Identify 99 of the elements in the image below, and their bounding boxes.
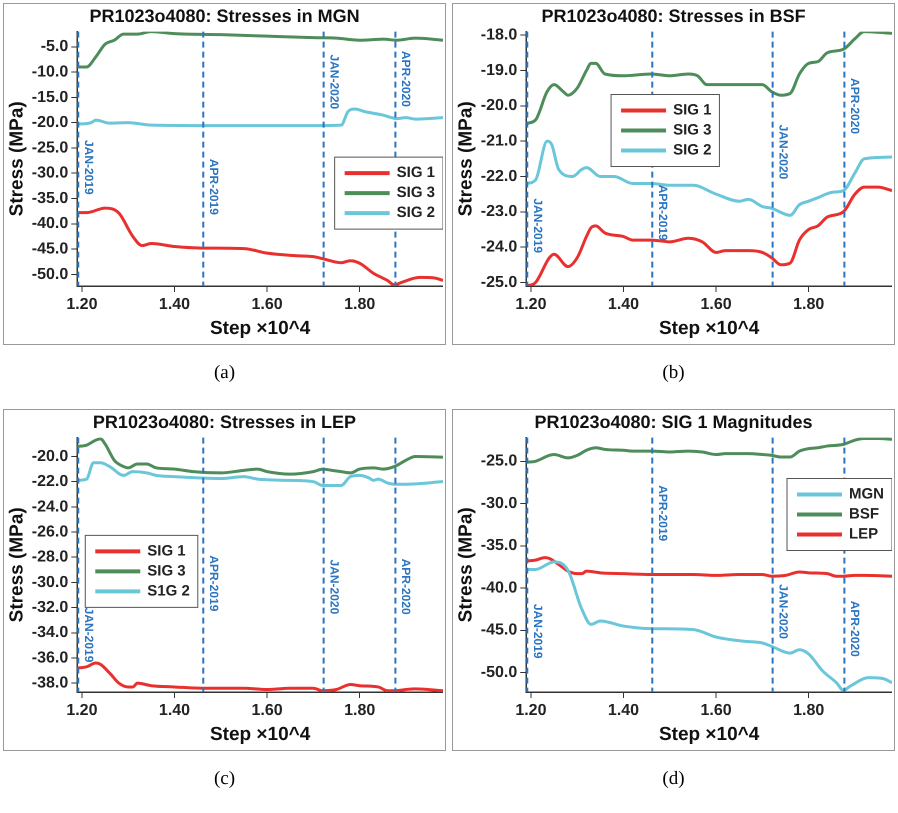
x-tick-label: 1.40: [158, 702, 190, 720]
y-axis-title: Stress (MPa): [456, 101, 477, 216]
ref-line-label: JAN-2020: [327, 54, 342, 110]
y-tick-label: -40.0: [32, 215, 68, 232]
line-series: [77, 461, 443, 487]
legend-label: SIG 3: [396, 184, 436, 202]
ref-line-label: JAN-2019: [82, 140, 96, 196]
y-tick-label: -5.0: [40, 38, 68, 56]
x-tick-label: 1.40: [158, 296, 190, 314]
ref-line-label: APR-2019: [206, 555, 221, 612]
ref-line-label: JAN-2019: [530, 604, 545, 659]
y-tick-label: -25.0: [480, 452, 518, 470]
chart-title: PR1023o4080: Stresses in LEP: [92, 412, 356, 432]
y-tick-label: -30.0: [480, 494, 518, 512]
x-tick-label: 1.40: [608, 296, 640, 314]
text: (c): [212, 768, 236, 790]
y-tick-label: -35.0: [480, 537, 518, 554]
y-tick-label: -26.0: [32, 523, 68, 540]
legend-label: SIG 3: [147, 562, 186, 580]
y-tick-label: -35.0: [32, 190, 68, 207]
y-axis-title: Stress (MPa): [6, 507, 28, 622]
ref-line-label: APR-2020: [848, 600, 862, 658]
ref-line-label: APR-2020: [399, 50, 414, 108]
ref-line-label: JAN-2019: [82, 608, 96, 663]
y-tick-label: -10.0: [32, 63, 68, 80]
ref-line-label: APR-2020: [848, 78, 862, 134]
ref-line-label: JAN-2020: [776, 124, 790, 180]
ref-line-label: JAN-2020: [327, 560, 342, 615]
y-axis-title: Stress (MPa): [456, 507, 477, 622]
x-tick-label: 1.20: [66, 296, 98, 314]
y-tick-label: -38.0: [32, 674, 68, 692]
y-tick-label: -19.0: [480, 62, 518, 79]
ref-line-label: APR-2019: [656, 485, 670, 542]
x-tick-label: 1.20: [515, 702, 547, 720]
y-tick-label: -45.0: [32, 240, 68, 258]
legend-label: SIG 1: [147, 542, 186, 560]
x-tick-label: 1.60: [252, 702, 283, 720]
x-tick-label: 1.80: [793, 702, 824, 720]
ref-line-label: APR-2020: [399, 558, 414, 615]
y-tick-label: -25.0: [32, 139, 68, 156]
x-tick-label: 1.80: [344, 702, 376, 720]
y-tick-label: -24.0: [480, 238, 518, 256]
x-tick-label: 1.20: [66, 702, 98, 720]
line-series: [77, 438, 443, 476]
y-tick-label: -20.0: [32, 448, 68, 465]
legend-label: SIG 1: [673, 102, 712, 119]
x-tick-label: 1.40: [608, 702, 640, 720]
x-axis-title: Step ×10^4: [658, 724, 760, 745]
y-tick-label: -23.0: [480, 203, 518, 220]
x-axis-title: Step ×10^4: [658, 318, 760, 339]
legend-label: SIG 2: [396, 204, 436, 222]
legend-label: MGN: [849, 486, 884, 503]
legend-label: S1G 2: [147, 582, 190, 600]
y-tick-label: -45.0: [480, 622, 518, 639]
y-tick-label: -20.0: [32, 114, 68, 132]
y-tick-label: -24.0: [32, 498, 68, 516]
y-tick-label: -25.0: [480, 274, 518, 291]
x-tick-label: 1.60: [700, 296, 732, 314]
y-tick-label: -32.0: [32, 599, 68, 616]
y-tick-label: -36.0: [32, 649, 68, 666]
legend-label: SIG 3: [673, 122, 712, 139]
x-axis-title: Step ×10^4: [210, 724, 311, 745]
line-series: [526, 438, 892, 464]
legend-label: SIG 2: [673, 142, 712, 159]
chart-title: PR1023o4080: Stresses in BSF: [541, 6, 806, 26]
y-tick-label: -30.0: [32, 574, 68, 591]
y-tick-label: -30.0: [32, 164, 68, 182]
chart-title: PR1023o4080: Stresses in MGN: [89, 6, 360, 26]
y-tick-label: -21.0: [480, 132, 518, 150]
line-series: [526, 556, 892, 578]
y-tick-label: -22.0: [32, 473, 68, 490]
x-tick-label: 1.20: [515, 296, 547, 314]
y-tick-label: -40.0: [480, 579, 518, 596]
y-axis-title: Stress (MPa): [6, 101, 28, 216]
y-tick-label: -15.0: [32, 88, 68, 106]
ref-line-label: JAN-2020: [776, 584, 790, 640]
text: (a): [212, 362, 236, 384]
x-axis-title: Step ×10^4: [210, 318, 311, 339]
x-tick-label: 1.80: [793, 296, 824, 314]
y-tick-label: -22.0: [480, 168, 518, 185]
ref-line-label: APR-2019: [206, 158, 221, 216]
y-tick-label: -50.0: [32, 266, 68, 283]
text: (b): [661, 362, 686, 384]
y-tick-label: -50.0: [480, 664, 518, 681]
ref-line-label: JAN-2019: [530, 198, 545, 254]
ref-line-label: APR-2019: [656, 184, 670, 242]
legend-label: SIG 1: [396, 164, 436, 182]
x-tick-label: 1.60: [700, 702, 732, 720]
text: (d): [661, 768, 686, 790]
x-tick-label: 1.80: [344, 296, 376, 314]
y-tick-label: -18.0: [480, 26, 518, 44]
y-tick-label: -20.0: [480, 97, 518, 114]
legend-label: LEP: [849, 526, 878, 543]
chart-title: PR1023o4080: SIG 1 Magnitudes: [534, 412, 813, 432]
x-tick-label: 1.60: [252, 296, 283, 314]
y-tick-label: -34.0: [32, 624, 68, 642]
legend-label: BSF: [849, 506, 880, 523]
line-series: [77, 107, 443, 128]
y-tick-label: -28.0: [32, 548, 68, 566]
